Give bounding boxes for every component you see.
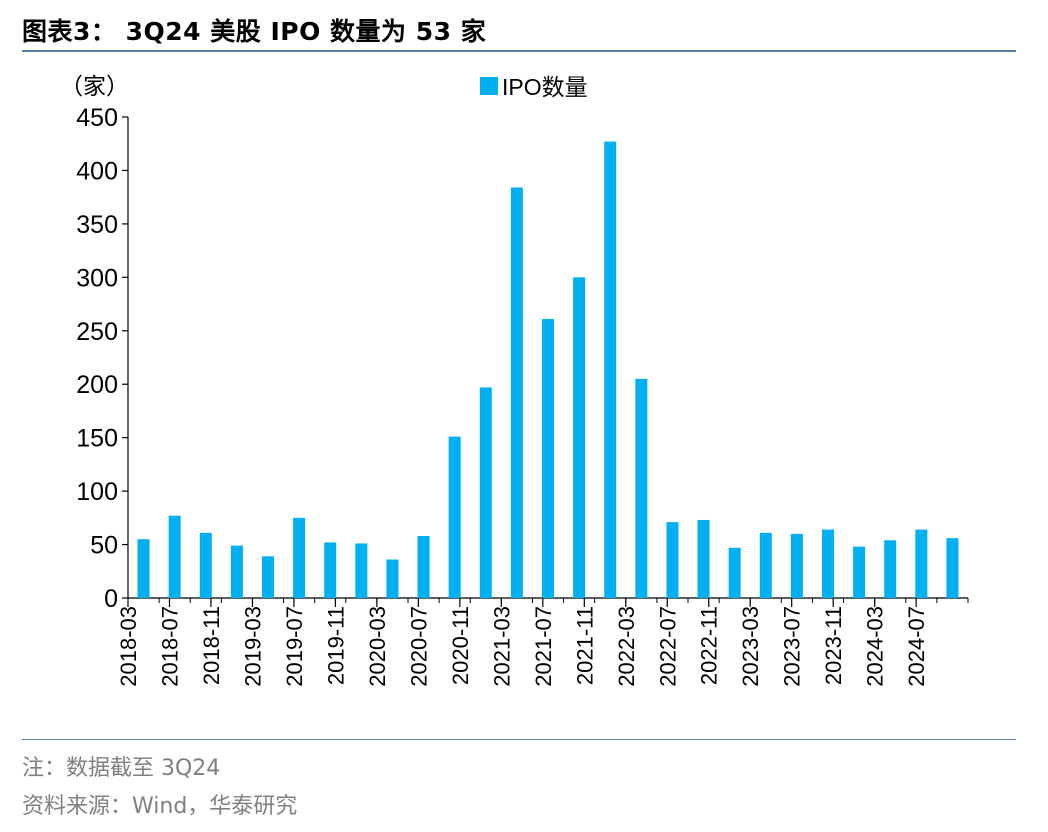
x-tick-label: 2018-11 [199,606,224,685]
x-tick-label: 2018-03 [116,606,141,687]
bar [573,277,586,598]
x-tick-label: 2021-03 [489,606,514,687]
bar [417,536,430,598]
x-tick-label: 2020-07 [406,606,431,687]
bar [168,515,181,598]
bar-chart: （家） IPO数量 0 50 100 150 200 250 300 350 400 450 2018-… [60,73,969,687]
y-tick-label: 400 [76,157,118,185]
bar [915,529,928,598]
x-tick-label: 2023-11 [821,606,846,685]
x-tick-label: 2020-03 [365,606,390,687]
y-tick-label: 50 [90,532,118,560]
bar [946,538,959,598]
bar [884,540,897,598]
bar [510,187,523,598]
y-tick-label: 450 [76,104,118,132]
x-tick-label: 2021-07 [531,606,556,687]
bar [542,319,554,598]
y-tick-label: 150 [76,425,118,453]
x-tick-label: 2024-07 [904,606,929,687]
source-note: 资料来源：Wind，华泰研究 [22,794,298,819]
bar [199,532,212,598]
bar [759,532,772,598]
x-tick-label: 2022-11 [697,606,722,685]
x-tick-label: 2023-07 [780,606,805,687]
x-tick-label: 2018-07 [157,606,182,687]
x-tick-label: 2022-03 [614,606,639,687]
bar [822,529,834,598]
x-tick-label: 2022-07 [655,606,680,687]
y-tick-label: 350 [76,211,118,239]
legend-label: IPO数量 [502,74,588,100]
x-tick-label: 2019-03 [240,606,265,687]
y-tick-label: 250 [76,318,118,346]
bar [853,546,866,598]
bar [448,436,461,598]
y-tick-label: 200 [76,371,118,399]
bar [728,547,741,598]
bar [479,387,492,598]
bar [790,533,803,598]
bar [666,522,679,598]
x-tick-label: 2019-11 [323,606,348,685]
y-tick-label: 300 [76,264,118,292]
bar [293,517,306,598]
bar [355,543,368,598]
x-tick-label: 2021-11 [572,606,597,685]
bar [262,556,274,598]
bar [230,545,243,598]
bar [697,519,710,598]
bar [137,539,150,598]
bar [635,378,648,598]
legend-swatch [480,77,498,95]
x-tick-label: 2024-03 [863,606,888,687]
y-tick-label: 0 [104,585,118,613]
x-tick-label: 2020-11 [448,606,473,685]
y-tick-label: 100 [76,478,118,506]
x-tick-label: 2023-03 [738,606,763,687]
bar [386,559,399,598]
bar [604,141,617,598]
footer-divider [22,739,1016,740]
chart-title: 图表3： 3Q24 美股 IPO 数量为 53 家 [22,17,487,46]
y-unit-label: （家） [60,73,129,99]
title-divider [22,50,1016,52]
data-note: 注：数据截至 3Q24 [22,756,221,781]
bar [324,542,337,598]
x-tick-label: 2019-07 [282,606,307,687]
